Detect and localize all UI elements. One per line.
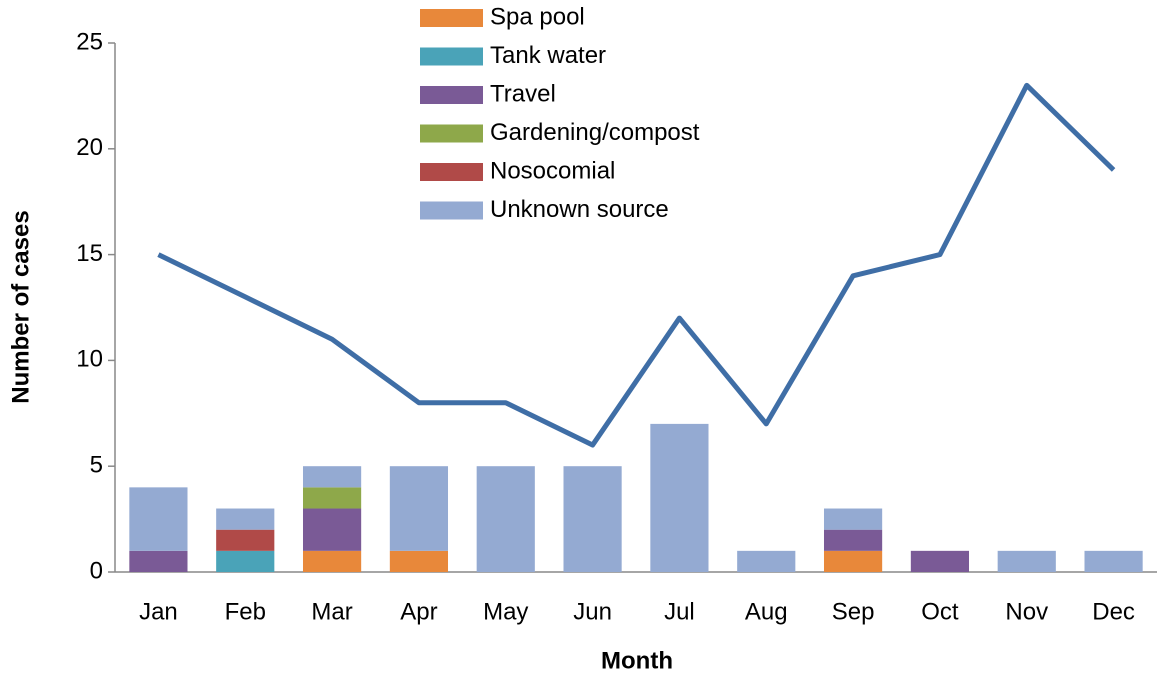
x-tick-label: Nov (1005, 598, 1048, 625)
legend-swatch (420, 9, 483, 27)
bar-segment (302, 550, 362, 572)
bar-segment (823, 508, 883, 530)
bar-segment (129, 487, 188, 551)
x-axis-title: Month (601, 647, 673, 674)
bar-segment (650, 423, 709, 572)
legend-label: Unknown source (490, 196, 669, 223)
bar-segment (302, 487, 362, 509)
bar-segment (129, 550, 188, 572)
x-tick-label: Apr (400, 598, 437, 625)
bar-segment (737, 550, 796, 572)
legend-swatch (420, 201, 483, 220)
x-tick-label: Mar (311, 598, 352, 625)
x-tick-label: Aug (745, 598, 788, 625)
bar-segment (476, 466, 535, 572)
legend-swatch (420, 86, 483, 104)
bar-segment (302, 508, 362, 551)
legend-swatch (420, 163, 483, 181)
bar-segment (389, 550, 449, 572)
bar-segment (302, 466, 362, 488)
legend-label: Nosocomial (490, 157, 615, 184)
bar-segment (910, 550, 970, 572)
x-tick-label: Dec (1092, 598, 1135, 625)
bar-segment (823, 529, 883, 551)
legend-label: Spa pool (490, 3, 585, 30)
line-series (157, 82, 1116, 448)
legend-label: Gardening/compost (490, 119, 700, 146)
y-tick-label: 25 (76, 28, 103, 55)
bar-segment (997, 550, 1056, 572)
y-tick-label: 20 (76, 134, 103, 161)
y-tick-label: 15 (76, 240, 103, 267)
y-tick-label: 5 (90, 452, 103, 479)
x-tick-label: Jan (139, 598, 178, 625)
bar-segment (823, 550, 883, 572)
legend-label: Tank water (490, 42, 606, 69)
bar-segment (1084, 550, 1143, 572)
x-tick-label: Jun (573, 598, 612, 625)
bar-segment (216, 550, 275, 572)
x-tick-label: Jul (664, 598, 695, 625)
bar-segment (389, 466, 449, 551)
y-tick-label: 0 (90, 557, 103, 584)
y-tick-label: 10 (76, 346, 103, 373)
x-tick-label: Oct (921, 598, 959, 625)
x-tick-label: Sep (832, 598, 875, 625)
y-axis-title: Number of cases (7, 210, 34, 403)
bar-segment (216, 529, 275, 551)
bar-segment (216, 508, 275, 530)
legend-swatch (420, 47, 483, 66)
x-tick-label: May (483, 598, 528, 625)
x-tick-label: Feb (225, 598, 266, 625)
bar-segment (563, 466, 622, 572)
legend-swatch (420, 124, 483, 143)
legend-label: Travel (490, 80, 556, 107)
